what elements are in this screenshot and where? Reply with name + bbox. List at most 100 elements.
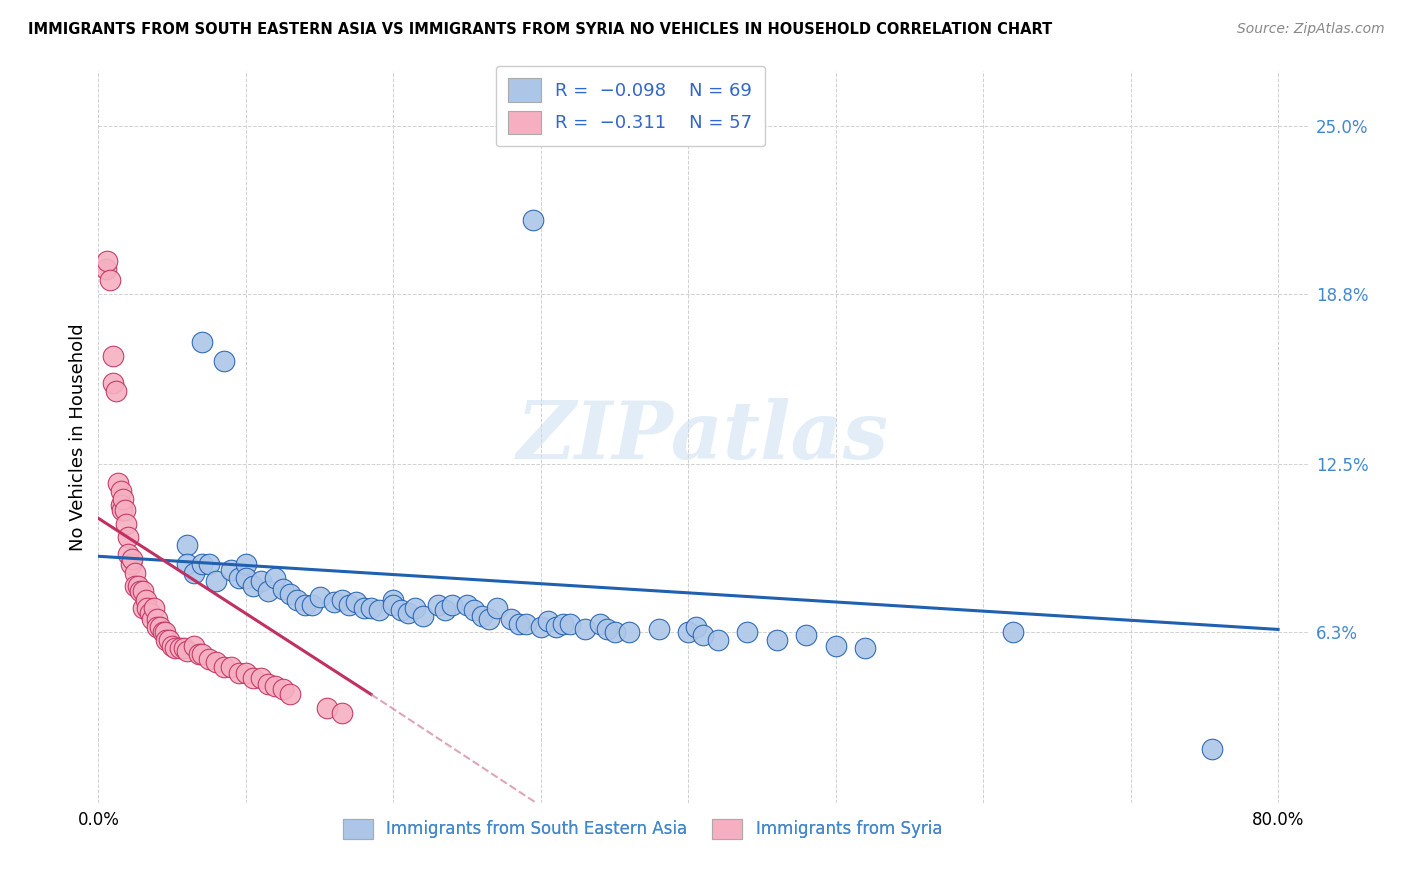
Point bbox=[1201, 741, 1223, 756]
Point bbox=[323, 595, 346, 609]
Point bbox=[560, 617, 582, 632]
Point bbox=[111, 503, 134, 517]
Point bbox=[176, 538, 198, 552]
Text: ZIPatlas: ZIPatlas bbox=[517, 399, 889, 475]
Point bbox=[249, 574, 271, 588]
Point bbox=[135, 592, 157, 607]
Point bbox=[183, 566, 205, 580]
Point bbox=[115, 516, 138, 531]
Point bbox=[765, 633, 787, 648]
Point bbox=[537, 615, 560, 629]
Point bbox=[360, 600, 382, 615]
Text: IMMIGRANTS FROM SOUTH EASTERN ASIA VS IMMIGRANTS FROM SYRIA NO VEHICLES IN HOUSE: IMMIGRANTS FROM SOUTH EASTERN ASIA VS IM… bbox=[28, 22, 1052, 37]
Point bbox=[433, 603, 456, 617]
Point bbox=[141, 611, 163, 625]
Point bbox=[515, 617, 537, 632]
Point bbox=[330, 706, 353, 721]
Point bbox=[117, 530, 139, 544]
Point bbox=[735, 625, 758, 640]
Point bbox=[396, 606, 419, 620]
Point bbox=[198, 652, 221, 666]
Point bbox=[190, 558, 212, 572]
Point bbox=[353, 600, 375, 615]
Point bbox=[485, 600, 508, 615]
Point bbox=[596, 623, 619, 637]
Point bbox=[157, 633, 180, 648]
Point bbox=[478, 611, 501, 625]
Point bbox=[235, 665, 257, 680]
Point bbox=[219, 660, 242, 674]
Point bbox=[114, 503, 136, 517]
Point bbox=[264, 571, 287, 585]
Point bbox=[112, 492, 135, 507]
Point bbox=[190, 647, 212, 661]
Point bbox=[692, 628, 714, 642]
Point bbox=[127, 579, 149, 593]
Point bbox=[278, 688, 301, 702]
Point bbox=[169, 641, 191, 656]
Point bbox=[294, 598, 316, 612]
Point bbox=[308, 590, 330, 604]
Point bbox=[264, 679, 287, 693]
Point bbox=[124, 579, 146, 593]
Point bbox=[107, 476, 129, 491]
Point bbox=[146, 620, 169, 634]
Point bbox=[278, 587, 301, 601]
Point bbox=[149, 620, 172, 634]
Point bbox=[426, 598, 449, 612]
Point bbox=[389, 603, 412, 617]
Point bbox=[124, 566, 146, 580]
Point bbox=[235, 571, 257, 585]
Point bbox=[271, 582, 294, 596]
Text: Source: ZipAtlas.com: Source: ZipAtlas.com bbox=[1237, 22, 1385, 37]
Point bbox=[131, 600, 153, 615]
Point bbox=[367, 603, 389, 617]
Point bbox=[257, 584, 280, 599]
Point bbox=[706, 633, 728, 648]
Y-axis label: No Vehicles in Household: No Vehicles in Household bbox=[69, 323, 87, 551]
Point bbox=[337, 598, 360, 612]
Point bbox=[198, 558, 221, 572]
Point bbox=[160, 639, 183, 653]
Point bbox=[271, 681, 294, 696]
Point bbox=[212, 354, 235, 368]
Point bbox=[120, 558, 142, 572]
Point bbox=[219, 563, 242, 577]
Point bbox=[190, 335, 212, 350]
Point bbox=[228, 665, 250, 680]
Point bbox=[824, 639, 846, 653]
Point bbox=[346, 595, 368, 609]
Point bbox=[685, 620, 707, 634]
Point bbox=[678, 625, 700, 640]
Point bbox=[176, 644, 198, 658]
Point bbox=[101, 376, 124, 390]
Point bbox=[183, 639, 205, 653]
Point bbox=[619, 625, 641, 640]
Point bbox=[471, 608, 494, 623]
Point bbox=[330, 592, 353, 607]
Legend: Immigrants from South Eastern Asia, Immigrants from Syria: Immigrants from South Eastern Asia, Immi… bbox=[336, 812, 949, 846]
Point bbox=[146, 611, 169, 625]
Point bbox=[501, 611, 523, 625]
Point bbox=[301, 598, 323, 612]
Point bbox=[235, 558, 257, 572]
Point bbox=[173, 641, 195, 656]
Point bbox=[155, 633, 177, 648]
Point bbox=[131, 584, 153, 599]
Point bbox=[287, 592, 309, 607]
Point bbox=[853, 641, 876, 656]
Point bbox=[98, 273, 121, 287]
Point bbox=[205, 574, 228, 588]
Point bbox=[249, 671, 271, 685]
Point bbox=[574, 623, 596, 637]
Point bbox=[187, 647, 209, 661]
Point bbox=[121, 552, 143, 566]
Point bbox=[212, 660, 235, 674]
Point bbox=[153, 625, 176, 640]
Point bbox=[128, 584, 150, 599]
Point bbox=[165, 641, 187, 656]
Point bbox=[117, 547, 139, 561]
Point bbox=[110, 498, 132, 512]
Point bbox=[382, 592, 405, 607]
Point bbox=[530, 620, 553, 634]
